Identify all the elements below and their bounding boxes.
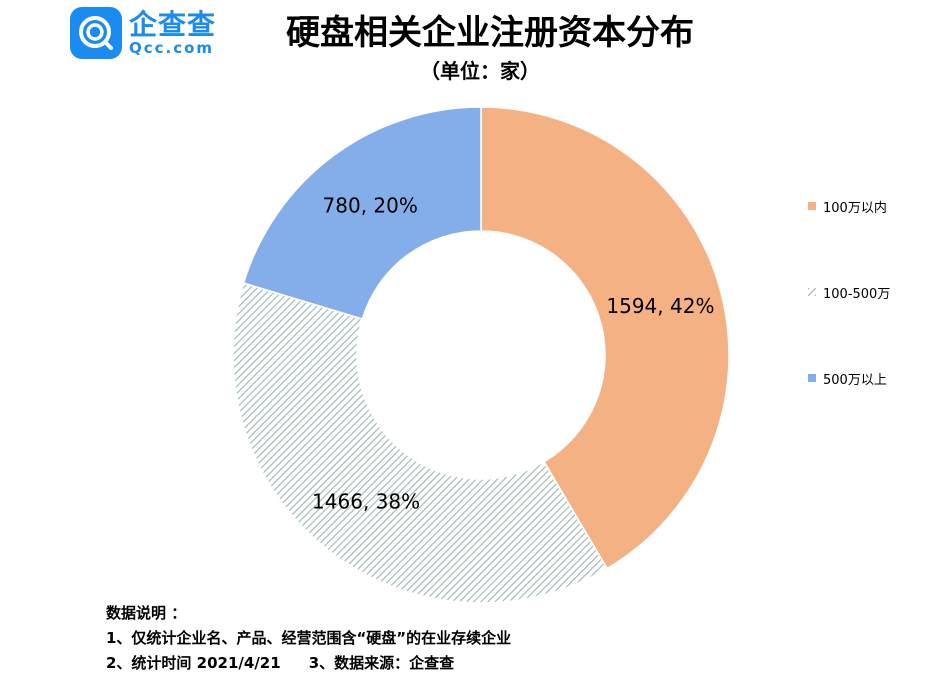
- legend-label-2: 100-500万: [823, 286, 891, 302]
- data-notes: 数据说明 ： 1、仅统计企业名、产品、经营范围含“硬盘”的在业存续企业 2、统计…: [106, 601, 511, 676]
- legend-item-1: 100万以内: [808, 196, 890, 216]
- legend-swatch-1: [808, 202, 816, 210]
- notes-line-2-source: 3、数据来源：企查查: [308, 654, 455, 672]
- legend-item-2: 100-500万: [808, 282, 890, 302]
- legend-label-3: 500万以上: [823, 372, 887, 388]
- notes-heading: 数据说明 ：: [106, 604, 187, 622]
- donut-slice-3: [242, 106, 482, 320]
- qcc-logo: 企查查 Qcc.com: [70, 7, 216, 59]
- legend-item-3: 500万以上: [808, 368, 890, 388]
- donut-slice-2: [232, 282, 609, 604]
- chart-title: 硬盘相关企业注册资本分布: [286, 13, 694, 53]
- donut-slice-1: [480, 106, 730, 570]
- legend-swatch-3: [808, 374, 816, 382]
- data-label-3: 780, 20%: [323, 194, 418, 218]
- data-label-1: 1594, 42%: [606, 294, 714, 318]
- notes-line-1: 1、仅统计企业名、产品、经营范围含“硬盘”的在业存续企业: [106, 629, 512, 647]
- data-label-2: 1466, 38%: [312, 489, 420, 513]
- notes-line-2-date: 2、统计时间 2021/4/21: [106, 654, 281, 672]
- legend-label-1: 100万以内: [823, 200, 887, 216]
- chart-subtitle: （单位：家）: [420, 59, 540, 83]
- legend: 100万以内 100-500万 500万以上: [808, 196, 890, 454]
- logo-name-cn: 企查查: [129, 8, 217, 41]
- legend-swatch-2: [808, 288, 816, 296]
- logo-name-en: Qcc.com: [129, 39, 215, 57]
- qcc-logo-icon: [70, 7, 122, 59]
